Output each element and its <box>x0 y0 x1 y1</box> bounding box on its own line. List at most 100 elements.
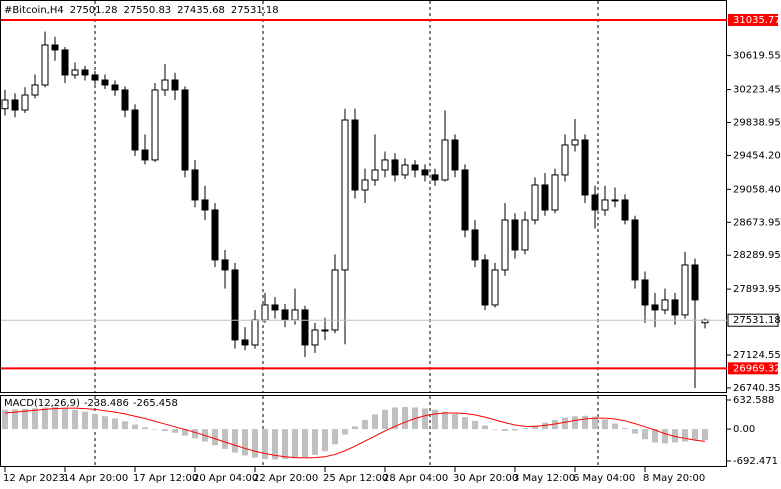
y-tick-label: 27124.55 <box>733 350 781 361</box>
candle-body <box>41 44 49 86</box>
macd-histogram-bar <box>182 429 188 436</box>
symbol-header: #Bitcoin,H4 27501.28 27550.83 27435.68 27531… <box>4 5 279 16</box>
macd-histogram-bar <box>322 429 328 452</box>
candle-body <box>281 309 289 321</box>
y-tick-label: 0.00 <box>733 424 755 435</box>
level-label-box <box>728 362 778 375</box>
candle-body <box>391 159 399 176</box>
current-price-label: 27531.18 <box>733 315 781 326</box>
candle-body <box>111 84 119 91</box>
macd-histogram-bar <box>272 429 278 460</box>
macd-histogram-bar <box>472 420 478 430</box>
y-tick-label: 632.588 <box>733 395 774 406</box>
macd-histogram-bar <box>212 429 218 446</box>
candle-body <box>291 309 299 321</box>
candle-body <box>621 199 629 221</box>
macd-histogram-bar <box>242 429 248 456</box>
candle-body <box>1 99 9 110</box>
candle-body <box>591 194 599 211</box>
y-tick-label: 30223.45 <box>733 85 781 96</box>
level-label-box <box>728 13 778 26</box>
macd-histogram-bar <box>72 409 78 430</box>
x-tick-label: 20 Apr 04:00 <box>193 473 258 484</box>
candle-body <box>601 199 609 211</box>
macd-histogram-bar <box>582 415 588 430</box>
macd-histogram-bar <box>602 419 608 430</box>
candle-body <box>71 69 79 76</box>
candle-body <box>11 99 19 111</box>
x-tick-label: 22 Apr 20:00 <box>253 473 318 484</box>
macd-histogram-bar <box>252 429 258 458</box>
y-tick-label: 29838.95 <box>733 118 781 129</box>
macd-histogram-bar <box>502 429 508 431</box>
macd-histogram-bar <box>612 423 618 430</box>
candle-body <box>611 199 619 202</box>
y-tick-label: 26740.35 <box>733 383 781 394</box>
candle-body <box>211 209 219 261</box>
macd-histogram-bar <box>572 416 578 430</box>
macd-histogram-bar <box>22 408 28 430</box>
symbol: #Bitcoin,H4 <box>4 5 64 16</box>
macd-histogram-bar <box>192 429 198 439</box>
macd-histogram-bar <box>432 409 438 430</box>
x-tick-label: 12 Apr 2023 <box>3 473 65 484</box>
x-tick-label: 3 May 12:00 <box>513 473 575 484</box>
candle-body <box>381 159 389 171</box>
candle-body <box>651 304 659 311</box>
candle-body <box>31 84 39 96</box>
macd-histogram-bar <box>562 417 568 430</box>
candle-body <box>221 259 229 271</box>
y-tick-label: 28289.95 <box>733 250 781 261</box>
candle-body <box>561 144 569 176</box>
candle-body <box>451 139 459 171</box>
macd-histogram-bar <box>12 409 18 430</box>
candle-body <box>301 309 309 346</box>
macd-histogram-bar <box>642 429 648 440</box>
indicator-header: MACD(12,26,9) -238.486 -265.458 <box>4 398 178 409</box>
candle-body <box>331 269 339 331</box>
candle-body <box>181 89 189 171</box>
level-label: 31035.77 <box>733 15 781 26</box>
macd-histogram-bar <box>352 426 358 430</box>
candle-body <box>251 319 259 346</box>
candle-body <box>91 74 99 81</box>
x-tick-label: 25 Apr 12:00 <box>323 473 388 484</box>
macd-histogram-bar <box>302 429 308 458</box>
macd-histogram-bar <box>52 407 58 430</box>
macd-histogram-bar <box>292 429 298 459</box>
macd-histogram-bar <box>662 429 668 444</box>
macd-histogram-bar <box>532 425 538 430</box>
candle-body <box>371 169 379 181</box>
macd-histogram-bar <box>82 411 88 430</box>
candle-body <box>521 219 529 251</box>
price-panel <box>0 0 727 393</box>
macd-histogram-bar <box>122 421 128 430</box>
candle-body <box>441 139 449 181</box>
candle-body <box>121 89 129 111</box>
candle-body <box>481 259 489 306</box>
macd-histogram-bar <box>512 429 518 431</box>
indicator-name: MACD(12,26,9) <box>4 398 80 409</box>
macd-histogram-bar <box>32 408 38 430</box>
macd-histogram-bar <box>442 411 448 430</box>
signal-value: -265.458 <box>133 398 178 409</box>
candle-body <box>81 69 89 76</box>
macd-histogram-bar <box>422 408 428 430</box>
current-price-box <box>727 313 779 327</box>
candle-body <box>191 169 199 201</box>
candle-body <box>401 164 409 176</box>
macd-histogram-bar <box>692 429 698 441</box>
level-label: 26969.32 <box>733 363 781 374</box>
candle-body <box>201 199 209 211</box>
x-tick-label: 6 May 04:00 <box>573 473 635 484</box>
macd-histogram-bar <box>392 407 398 430</box>
candle-body <box>501 219 509 271</box>
macd-histogram-bar <box>142 427 148 430</box>
candle-body <box>141 149 149 161</box>
candle-body <box>321 329 329 332</box>
macd-histogram-bar <box>62 407 68 430</box>
candle-body <box>341 119 349 271</box>
macd-histogram-bar <box>2 409 8 430</box>
y-tick-label: 29058.40 <box>733 184 781 195</box>
candle-body <box>61 49 69 76</box>
